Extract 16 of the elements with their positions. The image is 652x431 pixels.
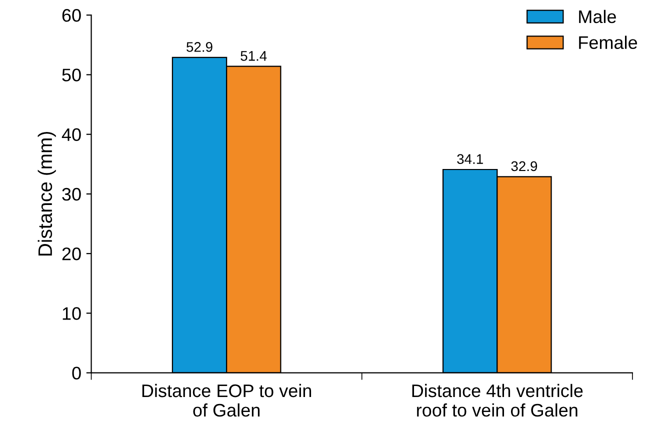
y-tick-label: 40	[62, 128, 81, 142]
y-tick-label: 0	[72, 366, 81, 380]
data-label: 34.1	[457, 154, 483, 164]
legend-label: Female	[579, 36, 638, 49]
y-tick-label: 50	[62, 68, 81, 82]
legend-label: Male	[579, 10, 616, 24]
data-label: 51.4	[240, 51, 267, 61]
data-label: 52.9	[186, 42, 212, 52]
x-tick-label: Distance 4th ventricle roof to vein of Galen	[412, 384, 583, 417]
y-axis-title: Distance (mm)	[38, 132, 56, 256]
y-tick-label: 60	[62, 9, 81, 22]
x-tick-label: Distance EOP to vein of Galen	[142, 384, 312, 417]
y-tick-label: 20	[62, 248, 81, 260]
y-tick-label: 10	[62, 307, 81, 320]
y-tick-label: 30	[62, 188, 81, 201]
data-label: 32.9	[511, 161, 538, 172]
